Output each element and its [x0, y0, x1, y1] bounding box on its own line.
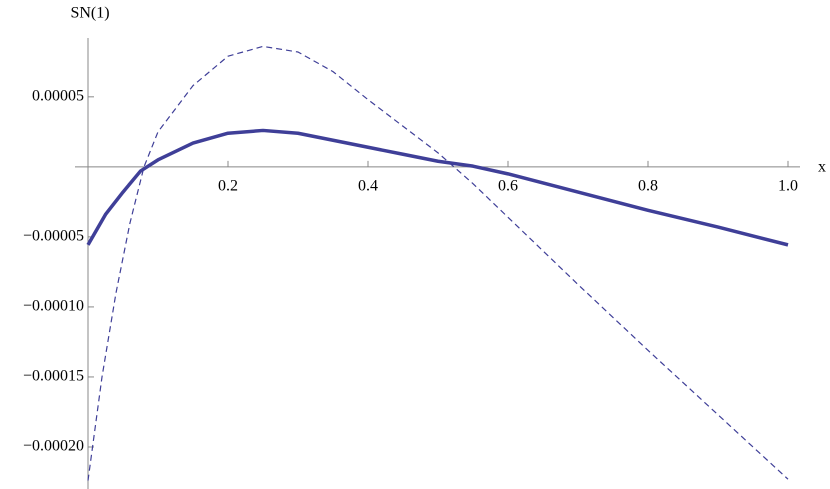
x-tick-label: 0.4 [358, 178, 378, 195]
y-tick-label: −0.00005 [23, 228, 84, 245]
x-tick-label: 0.6 [498, 178, 518, 195]
solid-line [86, 128, 789, 247]
x-tick-label: 1.0 [778, 178, 798, 195]
y-tick-label: −0.00015 [23, 368, 84, 385]
x-axis-label: x [818, 159, 826, 176]
x-tick-label: 0.8 [638, 178, 658, 195]
dashed-line [87, 45, 789, 481]
y-tick-label: 0.00005 [32, 87, 84, 104]
y-tick-label: −0.00010 [23, 298, 84, 315]
y-axis-label: SN(1) [70, 5, 109, 22]
x-tick-label: 0.2 [218, 178, 238, 195]
y-tick-label: −0.00020 [23, 438, 84, 455]
